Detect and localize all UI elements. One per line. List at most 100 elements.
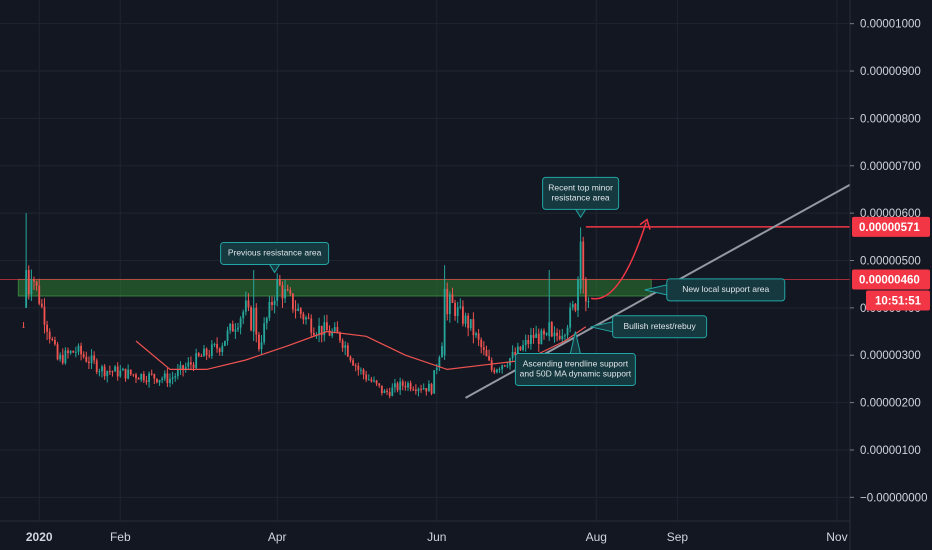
candle-body (142, 373, 145, 381)
candle-body (273, 300, 276, 305)
candle-body (124, 368, 127, 379)
candle-body (373, 380, 375, 382)
candle-body (27, 269, 30, 295)
candle-body (318, 325, 320, 335)
x-tick-label: Apr (268, 530, 287, 544)
annotation-box (666, 278, 786, 302)
x-tick-label: Sep (667, 530, 689, 544)
candle-body (537, 333, 540, 345)
candle-body (425, 388, 428, 392)
candle-body (540, 330, 543, 345)
candle-body (349, 356, 352, 361)
candle-body (229, 323, 232, 331)
candle-body (161, 378, 164, 380)
y-tick-label: 0.00000700 (860, 161, 921, 173)
candle-body (289, 290, 292, 294)
candle-body (582, 241, 585, 280)
annotation-new-support[interactable]: New local support area (644, 278, 786, 302)
x-tick-label: Nov (826, 530, 847, 544)
candle-body (435, 367, 438, 371)
candle-body (441, 346, 443, 358)
candle-body (286, 289, 289, 291)
candle-body (101, 366, 103, 372)
candle-body (527, 339, 530, 344)
y-tick-label: 0.00000500 (860, 256, 921, 268)
candle-body (247, 300, 250, 308)
candle-body (64, 350, 67, 364)
y-tick-label: 0.00000100 (860, 445, 921, 457)
candle-body (545, 333, 548, 335)
annotation-text: Bullish retest/rebuy (623, 321, 696, 331)
candle-body (577, 279, 579, 311)
annotation-text: resistance area (552, 192, 610, 202)
candle-body (200, 355, 203, 357)
candle-body (326, 322, 328, 331)
y-tick-label: 0.00000900 (860, 66, 921, 78)
annotation-prev-resistance[interactable]: Previous resistance area (220, 241, 330, 274)
candle-body (420, 388, 422, 390)
candle-body (297, 308, 300, 311)
candle-body (407, 383, 409, 388)
candle-body (98, 371, 101, 373)
candle-body (132, 374, 135, 376)
candle-body (150, 373, 153, 375)
candle-body (205, 348, 208, 356)
y-tick-label: 0.00000800 (860, 113, 921, 125)
annotation-text: and 50D MA dynamic support (520, 369, 632, 379)
candle-body (480, 339, 483, 348)
candle-body (30, 279, 33, 295)
price-tag (852, 269, 930, 290)
annotation-pointer (575, 209, 587, 219)
candle-body (302, 313, 305, 320)
countdown-tag (866, 290, 930, 311)
candle-body (278, 278, 281, 286)
time-axis[interactable]: 2020 Feb Apr Jun Aug Sep Nov (26, 530, 848, 544)
x-tick-label: Jun (427, 530, 446, 544)
candle-body (320, 325, 323, 336)
candle-body (184, 366, 187, 371)
candle-body (192, 364, 195, 368)
candle-body (485, 349, 488, 357)
candle-body (488, 356, 490, 361)
candle-body (506, 365, 509, 367)
candle-body (237, 327, 239, 330)
countdown-label: 10:51:51 (875, 295, 922, 307)
candle-body (490, 360, 493, 370)
candle-body (446, 288, 449, 315)
annotations-layer[interactable]: Previous resistance area Recent top minor… (220, 176, 786, 387)
candle-body (252, 307, 255, 332)
candle-body (482, 347, 485, 350)
candle-body (169, 378, 171, 384)
candle-body (571, 304, 574, 308)
candle-body (234, 329, 237, 332)
y-tick-label: 0.00001000 (860, 19, 921, 31)
price-axis[interactable]: 0.00001000 0.00000900 0.00000800 0.00000700… (850, 19, 927, 505)
candle-body (77, 345, 80, 352)
candle-body (51, 338, 54, 340)
candle-body (145, 380, 148, 383)
candle-body (213, 344, 216, 346)
candle-body (388, 391, 391, 396)
annotation-bullish-retest[interactable]: Bullish retest/rebuy (590, 315, 708, 339)
x-tick-label: Aug (586, 530, 607, 544)
candle-body (532, 335, 535, 338)
candle-body (271, 301, 273, 305)
candle-body (46, 324, 48, 332)
candle-body (33, 279, 35, 282)
candle-body (514, 352, 517, 356)
candle-body (396, 383, 399, 391)
candle-body (54, 339, 56, 345)
candle-body (553, 332, 556, 337)
candle-body (208, 355, 211, 357)
candle-body (216, 344, 218, 349)
candle-body (224, 340, 226, 346)
candle-body (276, 278, 279, 301)
candle-body (85, 356, 88, 362)
candle-body (412, 389, 415, 391)
candle-body (88, 361, 90, 364)
candle-body (579, 241, 582, 289)
annotation-text: Ascending trendline support (523, 359, 629, 369)
